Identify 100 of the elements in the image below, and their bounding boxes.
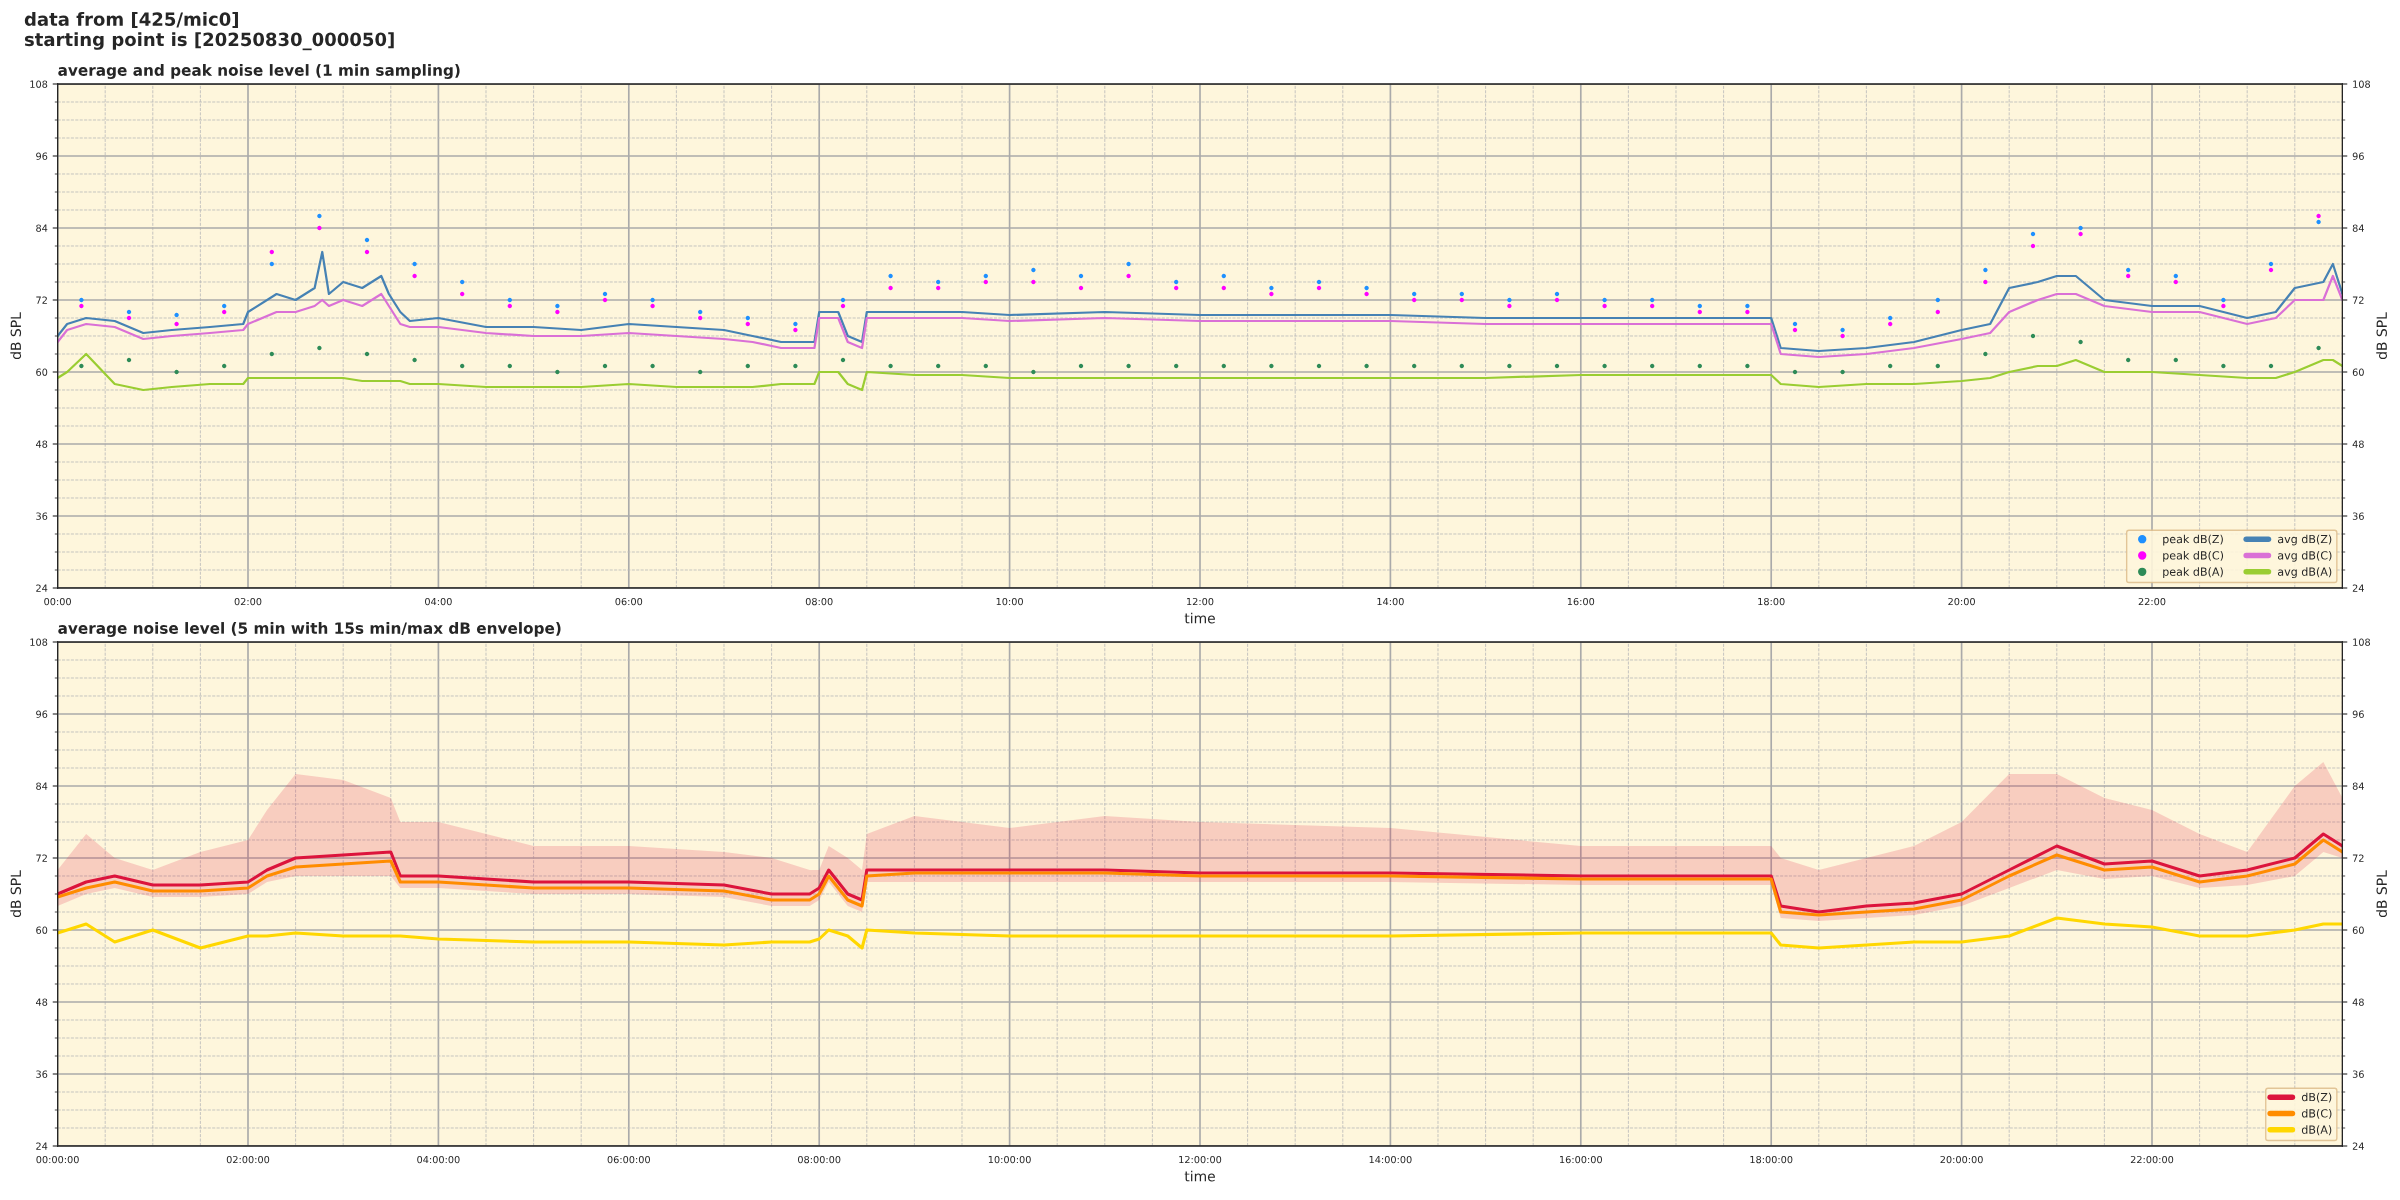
- point: [1316, 363, 1322, 369]
- y-tick-label: 72: [36, 854, 47, 862]
- y2-tick-label: 108: [2353, 80, 2371, 88]
- chart-title: average and peak noise level (1 min sampling): [58, 64, 460, 79]
- point: [460, 291, 465, 297]
- y2-tick-label: 84: [2352, 782, 2364, 790]
- point: [2030, 333, 2036, 339]
- point: [174, 369, 179, 375]
- point: [1697, 303, 1702, 309]
- point: [1221, 285, 1226, 291]
- point: [1174, 285, 1179, 291]
- point: [555, 303, 560, 309]
- point: [1554, 291, 1560, 297]
- point: [1745, 309, 1750, 315]
- y2-axis-title: dB SPL: [2376, 312, 2387, 360]
- x-tick-label: 06:00:00: [607, 1155, 650, 1164]
- point: [1983, 267, 1988, 273]
- y2-tick-label: 24: [2352, 1142, 2364, 1150]
- point: [888, 273, 893, 279]
- legend-label: dB(A): [2301, 1125, 2332, 1136]
- legend-label: avg dB(C): [2277, 550, 2332, 562]
- point: [269, 351, 274, 357]
- point: [983, 363, 988, 369]
- point: [888, 363, 893, 369]
- y-axis-title: dB SPL: [10, 312, 22, 360]
- y2-tick-label: 72: [2352, 854, 2364, 862]
- y2-tick-label: 108: [2353, 638, 2371, 646]
- point: [222, 303, 227, 309]
- point: [1221, 273, 1226, 279]
- x-tick-label: 04:00:00: [417, 1155, 460, 1164]
- point: [364, 351, 370, 357]
- point: [650, 297, 655, 303]
- x-tick-label: 18:00: [1758, 597, 1785, 606]
- point: [222, 363, 227, 369]
- point: [1507, 303, 1512, 309]
- point: [1554, 297, 1560, 303]
- point: [983, 273, 988, 279]
- point: [412, 261, 417, 267]
- x-tick-label: 02:00: [234, 597, 262, 606]
- point: [507, 363, 512, 369]
- point: [1031, 369, 1036, 375]
- point: [1412, 363, 1417, 369]
- point: [269, 249, 274, 255]
- point: [1316, 285, 1322, 291]
- point: [79, 297, 84, 303]
- point: [602, 291, 608, 297]
- legend-label: avg dB(Z): [2277, 534, 2332, 546]
- point: [888, 285, 893, 291]
- point: [507, 297, 512, 303]
- x-tick-label: 10:00: [996, 597, 1023, 606]
- point: [1935, 363, 1940, 369]
- point: [1792, 321, 1798, 327]
- x-axis-title: time: [1184, 1170, 1215, 1182]
- point: [1602, 303, 1607, 309]
- x-tick-label: 22:00: [2138, 597, 2166, 606]
- point: [1221, 363, 1226, 369]
- point: [1840, 333, 1845, 339]
- point: [174, 312, 179, 318]
- y-tick-label: 84: [36, 782, 48, 790]
- point: [745, 315, 750, 321]
- point: [555, 369, 560, 375]
- point: [1602, 297, 1607, 303]
- point: [2078, 225, 2083, 231]
- point: [1269, 285, 1274, 291]
- point: [1364, 363, 1369, 369]
- y-tick-label: 108: [30, 638, 48, 646]
- point: [1316, 279, 1322, 285]
- point: [1983, 351, 1988, 357]
- point: [1507, 297, 1512, 303]
- point: [983, 279, 988, 285]
- x-tick-label: 16:00: [1567, 597, 1595, 606]
- point: [364, 249, 370, 255]
- y2-tick-label: 36: [2352, 1070, 2364, 1078]
- point: [1554, 363, 1560, 369]
- legend-label: peak dB(A): [2163, 567, 2223, 578]
- point: [1697, 363, 1702, 369]
- x-tick-label: 06:00: [615, 597, 643, 606]
- x-tick-label: 14:00:00: [1369, 1155, 1412, 1164]
- point: [2030, 243, 2036, 249]
- point: [1935, 297, 1940, 303]
- point: [1650, 297, 1655, 303]
- point: [2221, 363, 2226, 369]
- point: [126, 315, 132, 321]
- y2-tick-label: 84: [2352, 224, 2364, 232]
- point: [1840, 327, 1845, 333]
- point: [1650, 303, 1655, 309]
- point: [602, 363, 608, 369]
- point: [2316, 219, 2321, 225]
- y2-tick-label: 24: [2352, 584, 2364, 592]
- point: [317, 213, 322, 219]
- point: [555, 309, 560, 315]
- y-tick-label: 36: [36, 1070, 48, 1078]
- x-tick-label: 10:00:00: [988, 1155, 1031, 1164]
- point: [650, 363, 655, 369]
- point: [650, 303, 655, 309]
- y-tick-label: 96: [36, 152, 48, 160]
- point: [2268, 261, 2274, 267]
- y-tick-label: 96: [36, 710, 48, 718]
- point: [364, 237, 370, 243]
- point: [1602, 363, 1607, 369]
